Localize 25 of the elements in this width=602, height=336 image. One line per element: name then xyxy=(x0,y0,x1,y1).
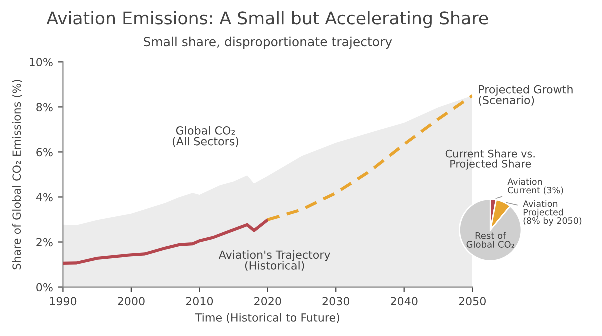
y-tick-label: 4% xyxy=(36,193,53,202)
chart-title: Current Share vs. Projected Share xyxy=(446,150,535,170)
x-tick-label: 2020 xyxy=(254,297,282,306)
y-tick-label: 6% xyxy=(36,148,53,157)
chart-subtitle: Small share, disproportionate trajectory xyxy=(144,36,392,49)
text: Global CO₂ (All Sectors) xyxy=(172,126,239,147)
pie-slice xyxy=(459,198,522,262)
x-axis-title: Time (Historical to Future) xyxy=(195,313,340,324)
series-label: Aviation's Trajectory (Historical) xyxy=(218,250,330,272)
x-tick-label: 2040 xyxy=(391,297,418,306)
slice-label: Aviation Projected (8% by 2050) xyxy=(523,200,582,226)
slice-label: Aviation Current (3%) xyxy=(508,178,564,195)
y-tick-label: 0% xyxy=(36,283,53,292)
y-tick-label: 8% xyxy=(36,103,53,112)
y-axis-title: Share of Global CO₂ Emissions (%) xyxy=(12,80,22,270)
slice-label: Rest of Global CO₂ xyxy=(466,232,514,248)
x-tick-label: 2000 xyxy=(118,297,145,306)
x-tick-label: 2030 xyxy=(322,297,350,306)
chart-title: Aviation Emissions: A Small but Accelerating Share xyxy=(46,11,488,28)
x-tick-label: 2050 xyxy=(459,297,486,306)
y-tick-label: 2% xyxy=(36,238,53,247)
x-tick-label: 1990 xyxy=(50,297,77,306)
series-label: Projected Growth (Scenario) xyxy=(479,85,573,106)
y-tick-label: 10% xyxy=(30,58,53,67)
x-tick-label: 2010 xyxy=(186,297,214,306)
